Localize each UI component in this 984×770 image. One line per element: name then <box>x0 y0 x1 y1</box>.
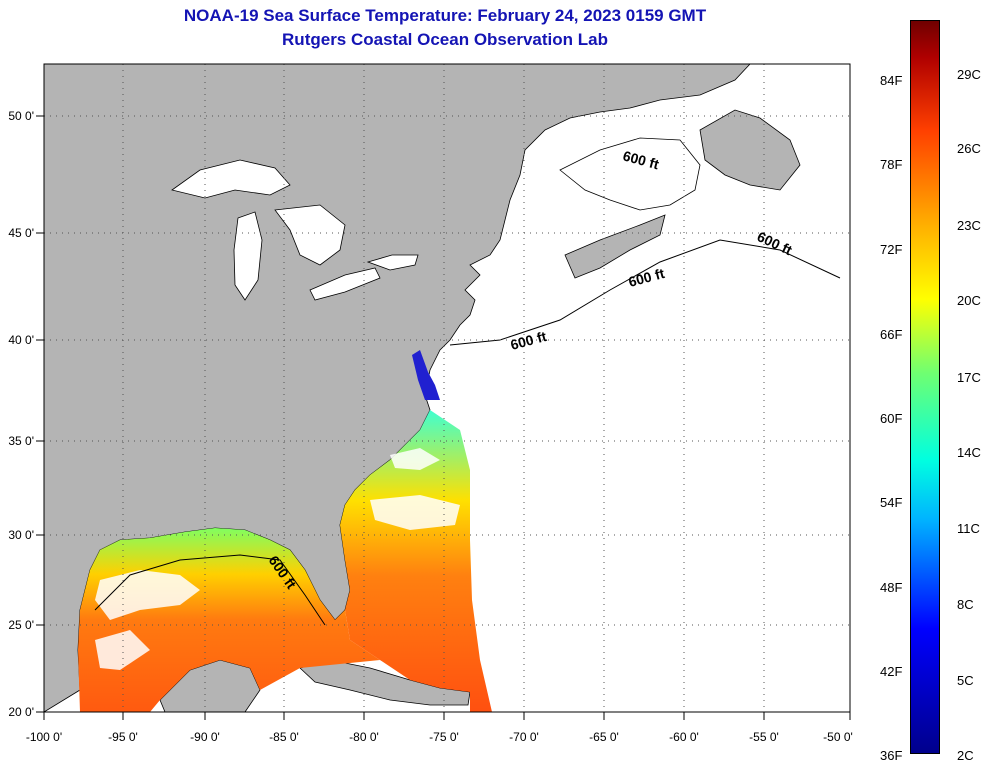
lon-tick-label: -90 0' <box>190 730 220 744</box>
colorbar-c-label: 29C <box>957 67 981 82</box>
lat-tick-label: 40 0' <box>8 333 34 347</box>
lat-tick-label: 25 0' <box>8 618 34 632</box>
colorbar-f-label: 72F <box>880 242 903 257</box>
sst-atlantic-swath <box>340 410 492 712</box>
colorbar-c-label: 2C <box>957 748 974 763</box>
lon-tick-label: -60 0' <box>669 730 699 744</box>
colorbar-c-label: 23C <box>957 218 981 233</box>
colorbar-f-label: 42F <box>880 664 903 679</box>
cloud-patch <box>390 448 440 470</box>
map-title: NOAA-19 Sea Surface Temperature: Februar… <box>183 6 707 25</box>
gulf-st-lawrence <box>559 137 701 211</box>
colorbar-f-label: 54F <box>880 495 903 510</box>
land-cuba <box>299 659 471 706</box>
contour-600ft <box>449 239 841 346</box>
lat-tick-label: 30 0' <box>8 528 34 542</box>
chesapeake-bay <box>412 350 440 400</box>
colorbar-c-label: 14C <box>957 445 981 460</box>
cloud-patch <box>370 495 460 530</box>
lake-huron <box>274 204 346 266</box>
lon-tick-label: -100 0' <box>26 730 62 744</box>
colorbar-f-label: 60F <box>880 411 903 426</box>
lake-superior <box>171 159 291 199</box>
colorbar-c-label: 26C <box>957 141 981 156</box>
lon-tick-label: -85 0' <box>269 730 299 744</box>
colorbar-f-label: 48F <box>880 580 903 595</box>
lat-tick-label: 50 0' <box>8 109 34 123</box>
lon-tick-label: -75 0' <box>429 730 459 744</box>
colorbar-f-label: 36F <box>880 748 903 763</box>
temperature-colorbar <box>910 20 940 754</box>
lat-tick-label: 20 0' <box>8 705 34 719</box>
lon-tick-label: -65 0' <box>589 730 619 744</box>
lon-tick-label: -80 0' <box>349 730 379 744</box>
lon-tick-label: -50 0' <box>823 730 853 744</box>
lake-michigan <box>233 211 263 301</box>
contour-label: 600 ft <box>627 265 667 290</box>
lat-tick-label: 35 0' <box>8 434 34 448</box>
colorbar-f-label: 84F <box>880 73 903 88</box>
lon-tick-label: -70 0' <box>509 730 539 744</box>
lake-erie <box>309 267 381 301</box>
contour-600ft-gulf <box>94 554 326 626</box>
map-frame <box>43 63 851 713</box>
colorbar-f-label: 66F <box>880 327 903 342</box>
colorbar-c-label: 8C <box>957 597 974 612</box>
lat-tick-label: 45 0' <box>8 226 34 240</box>
axis-ticks <box>36 115 851 720</box>
lat-lon-grid <box>44 64 850 712</box>
land-newfoundland <box>699 109 801 191</box>
cloud-patch <box>95 570 200 620</box>
colorbar-c-label: 17C <box>957 370 981 385</box>
contour-label: 600 ft <box>509 328 549 353</box>
cloud-patch <box>95 630 150 670</box>
colorbar-c-label: 5C <box>957 673 974 688</box>
map-subtitle: Rutgers Coastal Ocean Observation Lab <box>282 30 608 49</box>
lake-ontario <box>366 254 419 271</box>
land-nova-scotia <box>564 214 666 279</box>
colorbar-c-label: 20C <box>957 293 981 308</box>
lon-tick-label: -55 0' <box>749 730 779 744</box>
lon-tick-label: -95 0' <box>108 730 138 744</box>
colorbar-f-label: 78F <box>880 157 903 172</box>
colorbar-c-label: 11C <box>957 521 980 536</box>
